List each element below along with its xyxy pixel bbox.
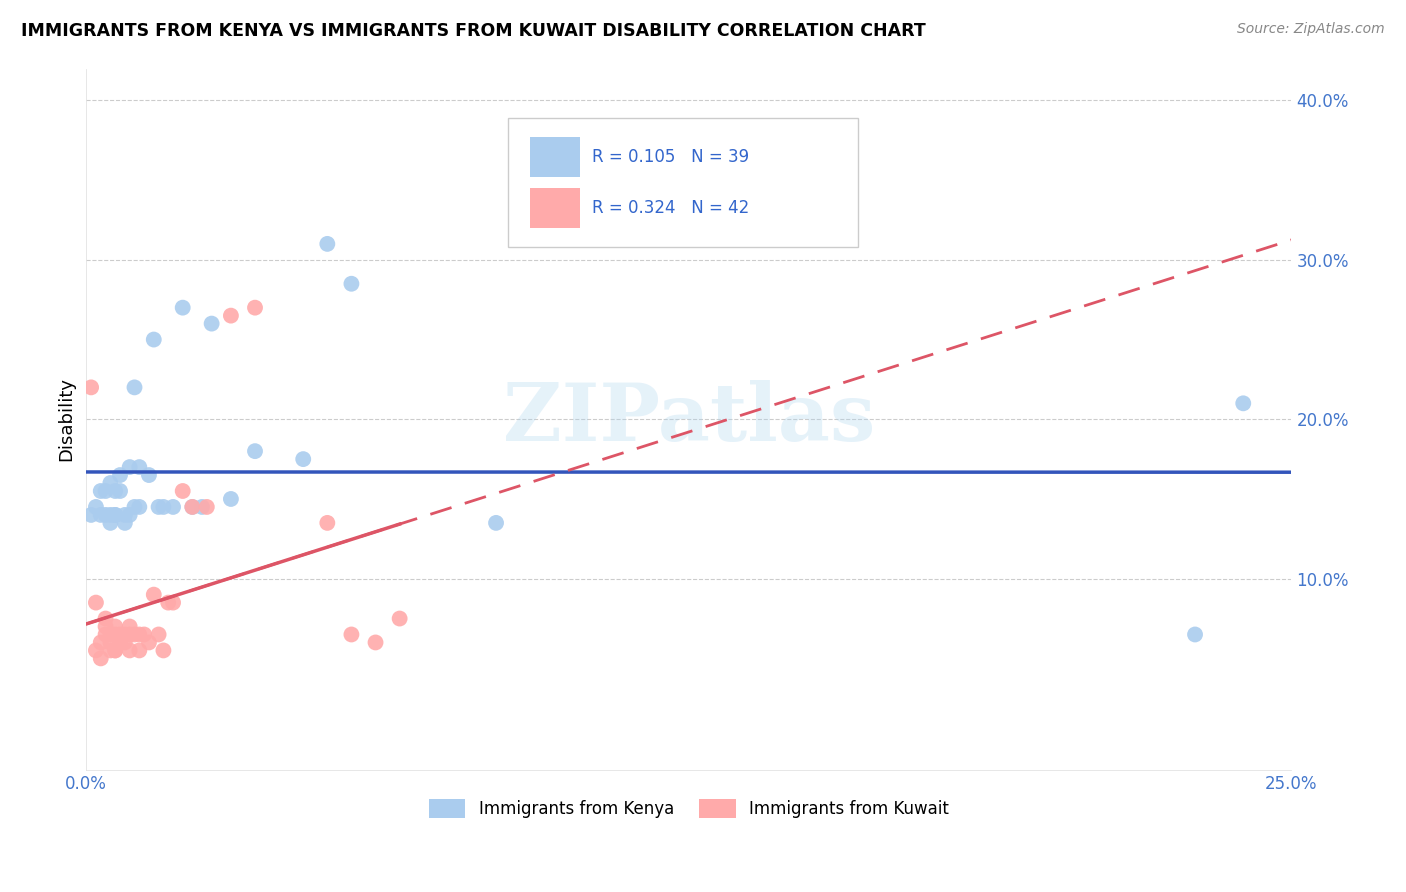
Point bbox=[191, 500, 214, 514]
Point bbox=[108, 635, 131, 649]
Point bbox=[104, 483, 127, 498]
FancyBboxPatch shape bbox=[508, 118, 858, 247]
Text: ZIPatlas: ZIPatlas bbox=[503, 380, 875, 458]
Point bbox=[148, 627, 170, 641]
Text: Source: ZipAtlas.com: Source: ZipAtlas.com bbox=[1237, 22, 1385, 37]
Point bbox=[138, 468, 160, 483]
Point bbox=[114, 635, 136, 649]
Point bbox=[142, 333, 165, 347]
Point bbox=[243, 444, 266, 458]
Point bbox=[316, 516, 339, 530]
Text: IMMIGRANTS FROM KENYA VS IMMIGRANTS FROM KUWAIT DISABILITY CORRELATION CHART: IMMIGRANTS FROM KENYA VS IMMIGRANTS FROM… bbox=[21, 22, 925, 40]
Text: R = 0.105   N = 39: R = 0.105 N = 39 bbox=[592, 148, 749, 166]
Point bbox=[124, 500, 146, 514]
Point bbox=[138, 635, 160, 649]
Point bbox=[84, 643, 107, 657]
Point bbox=[219, 491, 242, 506]
Y-axis label: Disability: Disability bbox=[58, 377, 75, 461]
Point bbox=[90, 508, 112, 522]
Point bbox=[340, 277, 363, 291]
Point bbox=[364, 635, 387, 649]
Point bbox=[104, 627, 127, 641]
Point bbox=[94, 483, 117, 498]
Point bbox=[104, 508, 127, 522]
Point bbox=[124, 627, 146, 641]
Point bbox=[485, 516, 508, 530]
Point bbox=[104, 643, 127, 657]
Point bbox=[128, 500, 150, 514]
Point bbox=[108, 468, 131, 483]
FancyBboxPatch shape bbox=[530, 188, 581, 228]
Point bbox=[84, 596, 107, 610]
Point bbox=[243, 301, 266, 315]
Point bbox=[90, 651, 112, 665]
Point bbox=[108, 483, 131, 498]
Point bbox=[1232, 396, 1254, 410]
Text: R = 0.324   N = 42: R = 0.324 N = 42 bbox=[592, 199, 749, 217]
Point bbox=[128, 643, 150, 657]
Point bbox=[201, 317, 224, 331]
Point bbox=[157, 596, 180, 610]
Point bbox=[316, 236, 339, 251]
Point bbox=[100, 476, 122, 491]
Point bbox=[114, 516, 136, 530]
Point bbox=[118, 508, 141, 522]
Point bbox=[90, 635, 112, 649]
Point bbox=[181, 500, 204, 514]
Point bbox=[104, 508, 127, 522]
Legend: Immigrants from Kenya, Immigrants from Kuwait: Immigrants from Kenya, Immigrants from K… bbox=[422, 792, 956, 825]
Point bbox=[104, 643, 127, 657]
Point bbox=[114, 508, 136, 522]
Point bbox=[219, 309, 242, 323]
Point bbox=[128, 460, 150, 475]
Point bbox=[124, 380, 146, 394]
Point bbox=[108, 635, 131, 649]
Point bbox=[100, 627, 122, 641]
Point bbox=[100, 635, 122, 649]
Point bbox=[84, 500, 107, 514]
Point bbox=[142, 588, 165, 602]
Point bbox=[134, 627, 156, 641]
Point bbox=[128, 627, 150, 641]
Point bbox=[292, 452, 315, 467]
Point bbox=[388, 611, 411, 625]
Point bbox=[172, 483, 194, 498]
Point bbox=[80, 380, 103, 394]
Point bbox=[100, 508, 122, 522]
Point bbox=[118, 460, 141, 475]
Point bbox=[94, 627, 117, 641]
Point bbox=[118, 627, 141, 641]
Point bbox=[148, 500, 170, 514]
Point bbox=[1184, 627, 1206, 641]
FancyBboxPatch shape bbox=[530, 136, 581, 178]
Point bbox=[181, 500, 204, 514]
Point bbox=[118, 619, 141, 633]
Point bbox=[80, 508, 103, 522]
Point bbox=[90, 483, 112, 498]
Point bbox=[94, 611, 117, 625]
Point bbox=[108, 627, 131, 641]
Point bbox=[152, 500, 174, 514]
Point bbox=[94, 619, 117, 633]
Point bbox=[118, 643, 141, 657]
Point bbox=[340, 627, 363, 641]
Point bbox=[100, 643, 122, 657]
Point bbox=[195, 500, 218, 514]
Point bbox=[104, 619, 127, 633]
Point bbox=[172, 301, 194, 315]
Point bbox=[162, 500, 184, 514]
Point bbox=[94, 508, 117, 522]
Point bbox=[162, 596, 184, 610]
Point bbox=[114, 627, 136, 641]
Point bbox=[152, 643, 174, 657]
Point bbox=[100, 516, 122, 530]
